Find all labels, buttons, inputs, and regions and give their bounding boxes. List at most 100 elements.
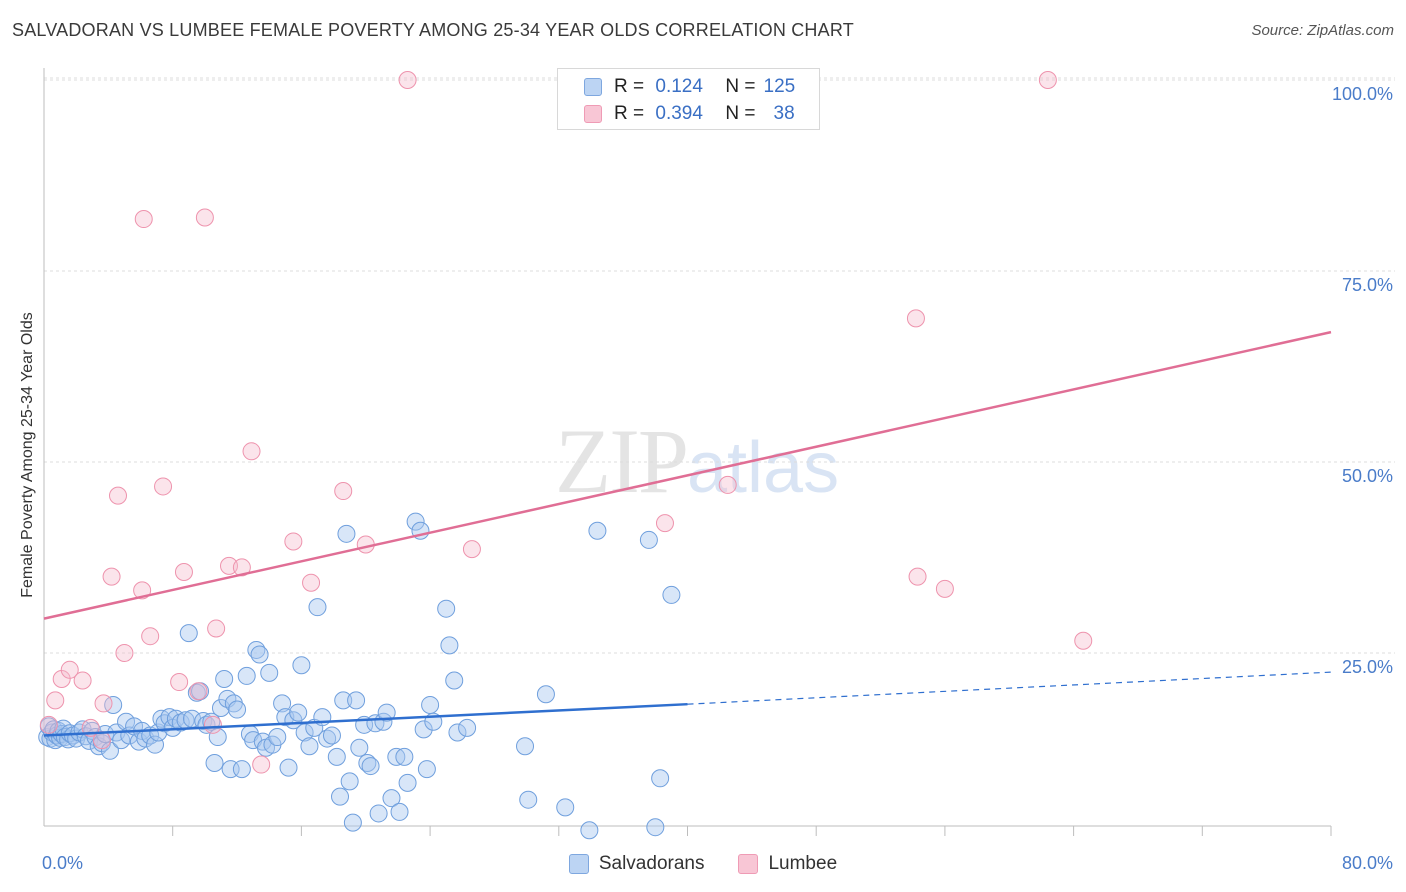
- lumbee-point: [284, 532, 303, 551]
- salvadorans-point: [382, 789, 401, 808]
- salvadorans-point: [179, 624, 198, 643]
- salvadorans-point: [651, 769, 670, 788]
- r-value: 0.394: [655, 103, 703, 124]
- lumbee-point: [220, 556, 239, 575]
- n-value: 38: [773, 103, 795, 124]
- salvadorans-point: [440, 636, 459, 655]
- salvadorans-point: [289, 703, 308, 722]
- salvadorans-point: [340, 772, 359, 791]
- lumbee-point: [1074, 631, 1093, 650]
- lumbee-point: [154, 477, 173, 496]
- salvadorans-point: [273, 694, 292, 713]
- zipatlas-watermark: ZIPatlas: [555, 408, 839, 514]
- salvadorans-point: [448, 723, 467, 742]
- salvadorans-point: [279, 758, 298, 777]
- lumbee-point: [718, 475, 737, 494]
- lumbee-point: [46, 691, 65, 710]
- salvadorans-point: [205, 754, 224, 773]
- axes: [43, 68, 1332, 836]
- n-label: N =: [725, 76, 756, 97]
- salvadorans-point: [308, 598, 327, 617]
- y-tick-label: 75.0%: [1342, 275, 1393, 295]
- n-label: N =: [725, 103, 756, 124]
- salvadorans-point: [536, 685, 555, 704]
- stats-legend: R = 0.124 N = 125 R = 0.394 N = 38: [557, 68, 820, 130]
- lumbee-point: [252, 755, 271, 774]
- legend-label: Lumbee: [768, 853, 838, 874]
- salvadorans-point: [232, 760, 251, 779]
- r-label: R =: [614, 103, 645, 124]
- salvadorans-point: [662, 585, 681, 604]
- salvadorans-point: [208, 728, 227, 747]
- salvadorans-point: [646, 818, 665, 837]
- legend-item-lumbee: Lumbee: [738, 853, 837, 875]
- watermark-zip: ZIP: [555, 410, 689, 512]
- legend-row-lumbee: R = 0.394 N = 38: [584, 102, 795, 126]
- lumbee-point: [232, 558, 251, 577]
- lumbee-point: [398, 71, 417, 89]
- lumbee-swatch: [738, 854, 759, 874]
- series-legend: Salvadorans Lumbee: [0, 850, 1406, 878]
- salvadorans-point: [421, 695, 440, 714]
- salvadorans-point: [268, 728, 287, 747]
- salvadorans-point: [398, 773, 417, 792]
- y-tick-label: 100.0%: [1332, 84, 1393, 104]
- lumbee-point: [189, 682, 208, 701]
- salvadorans-point: [361, 757, 380, 776]
- chart-title: SALVADORAN VS LUMBEE FEMALE POVERTY AMON…: [12, 20, 854, 40]
- salvadorans-point: [104, 695, 123, 714]
- salvadorans-swatch: [568, 854, 589, 874]
- lumbee-point: [174, 563, 193, 582]
- source-credit: Source: ZipAtlas.com: [1251, 22, 1394, 39]
- salvadorans-point: [171, 713, 190, 732]
- salvadorans-point: [639, 530, 658, 549]
- salvadorans-trend-extension: [687, 671, 1332, 705]
- tick-labels: 25.0% 50.0% 75.0% 100.0% 0.0% 80.0%: [42, 84, 1393, 873]
- lumbee-point: [1038, 71, 1057, 89]
- watermark-atlas: atlas: [687, 428, 840, 508]
- salvadorans-point: [417, 760, 436, 779]
- salvadorans-point: [395, 747, 414, 766]
- lumbee-swatch: [584, 105, 602, 123]
- lumbee-points: [39, 71, 1093, 774]
- lumbee-point: [102, 567, 121, 586]
- salvadorans-point: [228, 700, 247, 719]
- lumbee-point: [655, 514, 674, 533]
- salvadorans-point: [149, 723, 168, 742]
- n-value: 125: [763, 76, 796, 97]
- lumbee-point: [109, 486, 128, 505]
- lumbee-point: [908, 567, 927, 586]
- lumbee-point: [60, 660, 79, 679]
- lumbee-point: [935, 579, 954, 598]
- salvadorans-point: [300, 737, 319, 756]
- salvadorans-point: [445, 671, 464, 690]
- lumbee-point: [141, 627, 160, 646]
- salvadorans-point: [322, 726, 341, 745]
- lumbee-point: [39, 715, 58, 734]
- lumbee-point: [302, 573, 321, 592]
- salvadorans-point: [377, 703, 396, 722]
- salvadorans-point: [215, 669, 234, 688]
- y-tick-label: 50.0%: [1342, 466, 1393, 486]
- salvadorans-point: [334, 691, 353, 710]
- lumbee-point: [170, 673, 189, 692]
- lumbee-point: [906, 309, 925, 328]
- salvadorans-point: [337, 524, 356, 543]
- lumbee-point: [203, 715, 222, 734]
- lumbee-point: [195, 208, 214, 227]
- salvadorans-point: [343, 813, 362, 832]
- salvadorans-points: [38, 512, 681, 840]
- salvadorans-point: [350, 738, 369, 757]
- salvadorans-point: [250, 645, 269, 664]
- salvadorans-point: [347, 691, 366, 710]
- salvadorans-trend-line: [43, 702, 688, 737]
- legend-label: Salvadorans: [598, 853, 705, 874]
- salvadorans-point: [437, 599, 456, 618]
- salvadorans-point: [414, 720, 433, 739]
- salvadorans-point: [197, 715, 216, 734]
- legend-row-salvadorans: R = 0.124 N = 125: [584, 75, 795, 99]
- salvadorans-point: [458, 718, 477, 737]
- salvadorans-point: [580, 821, 599, 840]
- salvadorans-point: [331, 787, 350, 806]
